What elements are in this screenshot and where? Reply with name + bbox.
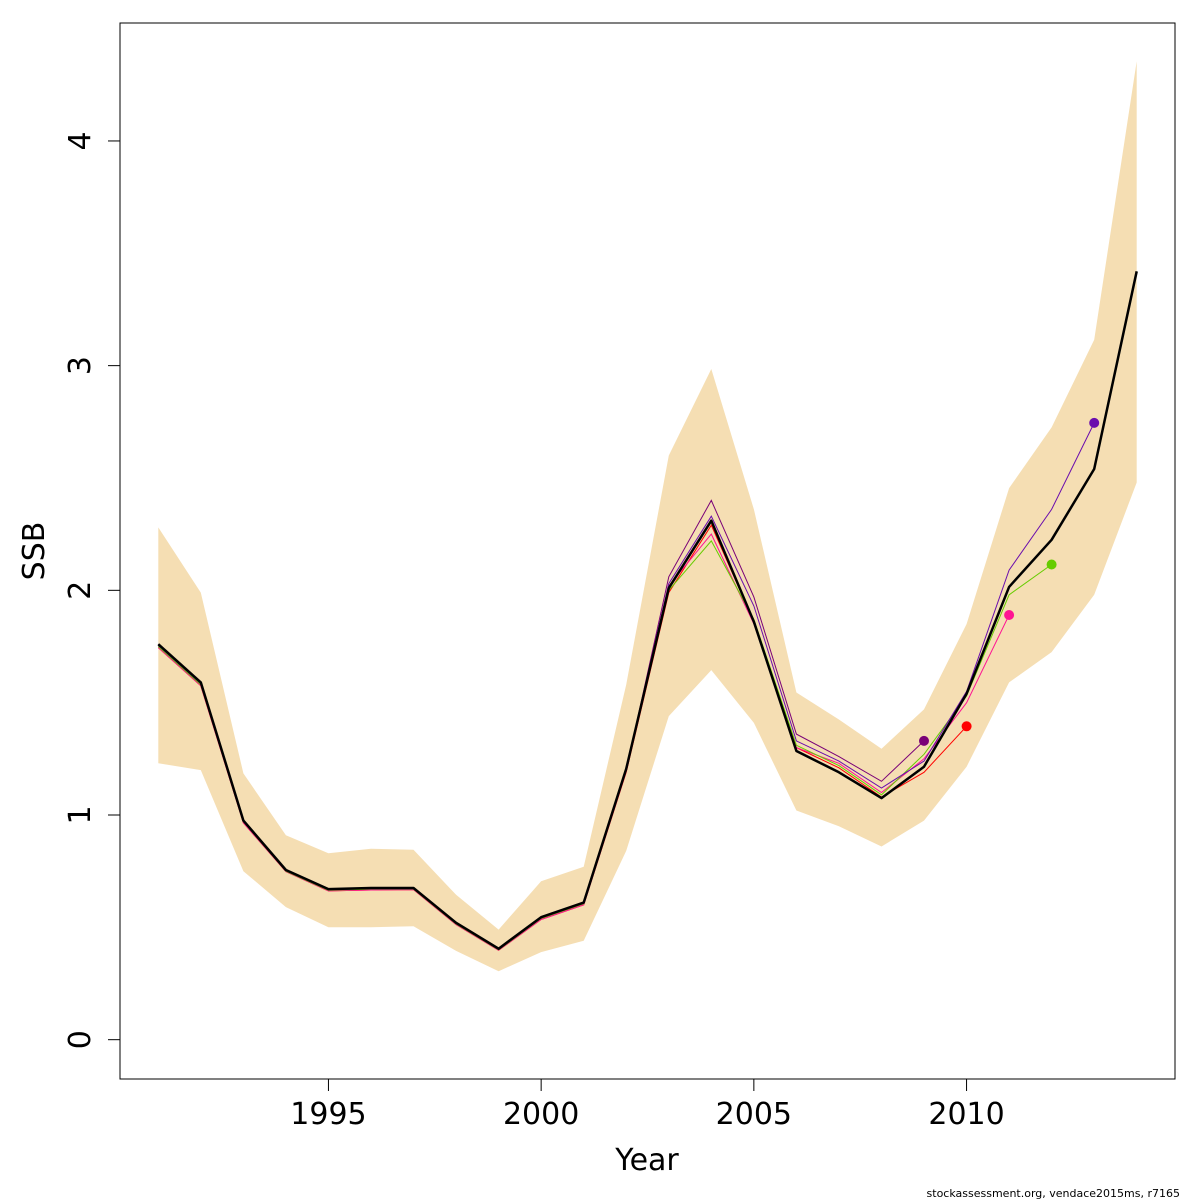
x-tick-label-1995: 1995 [290,1097,366,1132]
series-endpoints-layer [919,417,1100,746]
x-axis-title: Year [614,1143,679,1178]
y-tick-label-0: 0 [63,1030,98,1049]
retro-endpoint-2010 [961,721,972,732]
y-tick-label-2: 2 [63,581,98,600]
y-tick-label-4: 4 [63,131,98,150]
credit-text: stockassessment.org, vendace2015ms, r716… [927,1187,1180,1200]
y-tick-label-3: 3 [63,356,98,375]
x-tick-label-2000: 2000 [503,1097,579,1132]
y-tick-label-1: 1 [63,805,98,824]
retro-endpoint-2009 [919,735,929,746]
x-tick-label-2010: 2010 [928,1097,1004,1132]
retro-endpoint-2013 [1089,417,1100,428]
main-ssb-line [157,271,1138,950]
series-lines-layer [157,271,1138,951]
confidence-band-layer [158,61,1137,972]
y-axis-title: SSB [17,522,52,581]
retro-endpoint-2012 [1046,559,1057,570]
confidence-band [158,61,1137,972]
y-axis: 0 1 2 3 4 [63,131,121,1049]
x-axis: 1995 2000 2005 2010 [290,1078,1005,1132]
x-tick-label-2005: 2005 [716,1097,792,1132]
retro-endpoint-2011 [1004,610,1015,620]
